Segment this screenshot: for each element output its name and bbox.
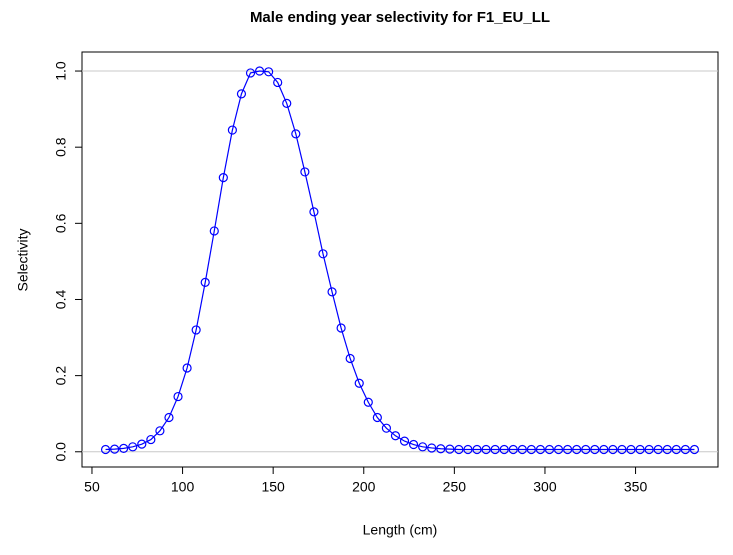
data-point — [209, 226, 219, 236]
x-tick-label: 100 — [171, 479, 195, 495]
data-point — [472, 444, 482, 455]
data-point — [100, 444, 111, 455]
data-point — [173, 391, 183, 402]
y-tick-label: 0.2 — [53, 366, 69, 386]
data-point — [390, 431, 401, 441]
data-point — [110, 444, 120, 454]
data-point — [553, 444, 564, 455]
data-point — [662, 444, 672, 455]
data-point — [164, 412, 174, 423]
data-point — [535, 444, 546, 455]
data-point — [544, 444, 555, 455]
data-point — [309, 207, 319, 217]
data-point — [644, 444, 654, 455]
data-point — [427, 443, 437, 453]
data-point — [236, 89, 247, 99]
data-point — [590, 444, 600, 455]
data-point — [245, 68, 256, 78]
y-tick-label: 0.8 — [53, 137, 69, 157]
data-point — [282, 98, 292, 108]
data-point — [436, 444, 446, 454]
data-point — [418, 442, 428, 452]
data-point — [336, 323, 346, 333]
data-point — [572, 444, 582, 455]
series-line — [105, 70, 695, 451]
data-point — [563, 444, 573, 455]
x-tick-label: 150 — [261, 479, 285, 495]
data-point — [300, 167, 310, 177]
y-tick-label: 1.0 — [53, 61, 69, 81]
y-tick-label: 0.0 — [53, 442, 69, 462]
data-point — [626, 444, 636, 455]
data-point — [218, 173, 228, 183]
y-axis-label: Selectivity — [15, 228, 31, 291]
data-point — [146, 434, 156, 445]
data-point — [372, 412, 382, 423]
data-point — [191, 325, 201, 335]
x-axis-label: Length (cm) — [363, 522, 438, 538]
chart-title: Male ending year selectivity for F1_EU_L… — [250, 9, 550, 26]
data-point — [264, 67, 274, 77]
data-point — [200, 277, 210, 287]
x-tick-label: 300 — [533, 479, 557, 495]
y-tick-label: 0.4 — [53, 290, 69, 310]
data-point — [689, 444, 700, 455]
data-point — [680, 444, 690, 455]
x-tick-label: 250 — [443, 479, 467, 495]
x-tick-label: 50 — [84, 479, 100, 495]
data-point — [454, 444, 464, 455]
data-point — [227, 125, 237, 135]
data-point — [526, 444, 536, 455]
data-point — [635, 444, 645, 455]
data-point — [354, 378, 364, 388]
data-point — [119, 443, 129, 453]
plot-box — [81, 51, 719, 468]
data-point — [445, 444, 455, 454]
data-point — [155, 426, 165, 436]
data-point — [608, 444, 618, 455]
data-point — [408, 439, 419, 450]
data-point — [399, 436, 410, 446]
data-point — [499, 444, 509, 455]
data-point — [581, 444, 591, 455]
data-point — [517, 444, 527, 455]
data-point — [318, 249, 328, 259]
x-tick-label: 200 — [352, 479, 376, 495]
data-point — [617, 444, 627, 455]
data-point — [128, 442, 138, 452]
data-point — [182, 363, 192, 373]
data-point — [291, 129, 301, 139]
data-point — [345, 353, 355, 364]
data-point — [363, 397, 373, 407]
data-point — [137, 439, 147, 449]
data-point — [273, 77, 283, 88]
data-point — [254, 66, 265, 76]
data-point — [490, 444, 500, 455]
data-point — [381, 423, 392, 433]
data-point — [481, 444, 491, 455]
data-point — [463, 444, 473, 455]
x-tick-label: 350 — [624, 479, 648, 495]
data-point — [508, 444, 518, 455]
data-point — [599, 444, 609, 455]
data-point — [327, 287, 337, 297]
data-point — [653, 444, 663, 455]
y-tick-label: 0.6 — [53, 213, 69, 233]
data-point — [671, 444, 681, 455]
